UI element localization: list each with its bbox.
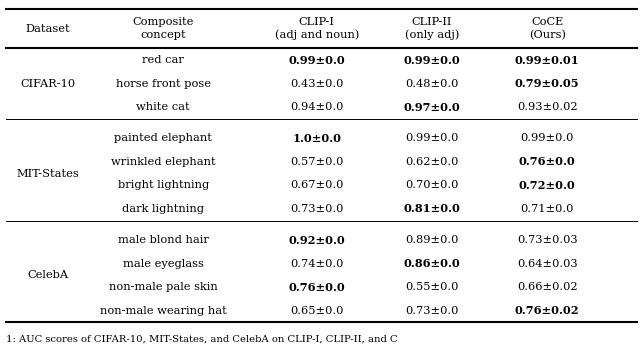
Text: white cat: white cat: [136, 102, 190, 112]
Text: dark lightning: dark lightning: [122, 204, 204, 214]
Text: 0.93±0.02: 0.93±0.02: [517, 102, 577, 112]
Text: 0.65±0.0: 0.65±0.0: [290, 306, 344, 316]
Text: 0.94±0.0: 0.94±0.0: [290, 102, 344, 112]
Text: 0.97±0.0: 0.97±0.0: [404, 102, 460, 113]
Text: 0.72±0.0: 0.72±0.0: [519, 180, 575, 191]
Text: 0.67±0.0: 0.67±0.0: [290, 181, 344, 190]
Text: 0.99±0.0: 0.99±0.0: [289, 55, 345, 66]
Text: non-male wearing hat: non-male wearing hat: [100, 306, 227, 316]
Text: 0.76±0.0: 0.76±0.0: [289, 282, 345, 293]
Text: 0.86±0.0: 0.86±0.0: [404, 258, 460, 269]
Text: 0.57±0.0: 0.57±0.0: [290, 157, 344, 167]
Text: 0.48±0.0: 0.48±0.0: [405, 79, 459, 89]
Text: 0.99±0.01: 0.99±0.01: [515, 55, 580, 66]
Text: male eyeglass: male eyeglass: [123, 259, 204, 268]
Text: bright lightning: bright lightning: [118, 181, 209, 190]
Text: CLIP-II
(only adj): CLIP-II (only adj): [405, 17, 459, 40]
Text: 0.99±0.0: 0.99±0.0: [405, 134, 459, 143]
Text: CLIP-I
(adj and noun): CLIP-I (adj and noun): [275, 17, 359, 40]
Text: CIFAR-10: CIFAR-10: [20, 79, 76, 89]
Text: 0.99±0.0: 0.99±0.0: [520, 134, 574, 143]
Text: 0.99±0.0: 0.99±0.0: [404, 55, 460, 66]
Text: non-male pale skin: non-male pale skin: [109, 282, 218, 292]
Text: 0.81±0.0: 0.81±0.0: [404, 203, 460, 215]
Text: 0.73±0.0: 0.73±0.0: [290, 204, 344, 214]
Text: 1: AUC scores of CIFAR-10, MIT-States, and CelebA on CLIP-I, CLIP-II, and C: 1: AUC scores of CIFAR-10, MIT-States, a…: [6, 335, 398, 344]
Text: Composite
concept: Composite concept: [132, 17, 194, 40]
Text: 0.76±0.02: 0.76±0.02: [515, 305, 579, 316]
Text: CoCE
(Ours): CoCE (Ours): [529, 17, 566, 40]
Text: 0.89±0.0: 0.89±0.0: [405, 235, 459, 245]
Text: MIT-States: MIT-States: [17, 169, 79, 179]
Text: 0.73±0.03: 0.73±0.03: [517, 235, 577, 245]
Text: CelebA: CelebA: [28, 271, 68, 280]
Text: 1.0±0.0: 1.0±0.0: [292, 133, 341, 144]
Text: 0.43±0.0: 0.43±0.0: [290, 79, 344, 89]
Text: Dataset: Dataset: [26, 24, 70, 34]
Text: painted elephant: painted elephant: [115, 134, 212, 143]
Text: 0.70±0.0: 0.70±0.0: [405, 181, 459, 190]
Text: 0.73±0.0: 0.73±0.0: [405, 306, 459, 316]
Text: wrinkled elephant: wrinkled elephant: [111, 157, 216, 167]
Text: 0.55±0.0: 0.55±0.0: [405, 282, 459, 292]
Text: 0.79±0.05: 0.79±0.05: [515, 78, 579, 89]
Text: 0.74±0.0: 0.74±0.0: [290, 259, 344, 268]
Text: 0.66±0.02: 0.66±0.02: [517, 282, 577, 292]
Text: male blond hair: male blond hair: [118, 235, 209, 245]
Text: horse front pose: horse front pose: [116, 79, 211, 89]
Text: 0.62±0.0: 0.62±0.0: [405, 157, 459, 167]
Text: 0.71±0.0: 0.71±0.0: [520, 204, 574, 214]
Text: 0.64±0.03: 0.64±0.03: [517, 259, 577, 268]
Text: 0.92±0.0: 0.92±0.0: [289, 235, 345, 246]
Text: red car: red car: [142, 55, 184, 65]
Text: 0.76±0.0: 0.76±0.0: [519, 156, 575, 167]
